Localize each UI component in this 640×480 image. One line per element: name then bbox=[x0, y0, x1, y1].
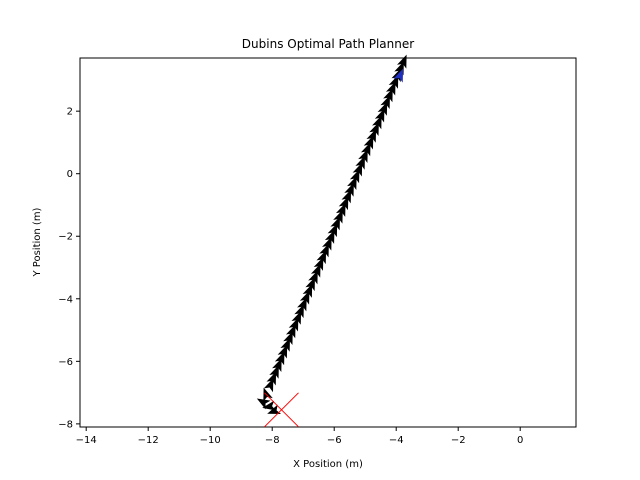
y-tick-label: −4 bbox=[58, 294, 73, 305]
path-arrow bbox=[344, 182, 354, 197]
path-arrow bbox=[266, 371, 277, 386]
y-tick-label: −2 bbox=[58, 232, 73, 243]
path-arrow bbox=[319, 243, 329, 258]
path-arrow bbox=[322, 236, 332, 251]
path-arrow bbox=[280, 337, 290, 352]
path-arrow bbox=[385, 81, 396, 96]
path-arrow bbox=[277, 344, 288, 359]
path-arrow bbox=[302, 283, 313, 298]
path-arrow bbox=[372, 115, 382, 130]
y-axis-ticks: −8 −6 −4 −2 0 2 bbox=[58, 107, 80, 430]
path-arrow bbox=[308, 270, 318, 285]
x-tick-label: −6 bbox=[327, 435, 342, 446]
path-marks bbox=[256, 54, 407, 428]
path-arrow bbox=[333, 209, 343, 224]
x-tick-label: −4 bbox=[389, 435, 404, 446]
path-arrow bbox=[391, 68, 402, 83]
path-arrow bbox=[397, 54, 407, 69]
x-tick-label: −10 bbox=[200, 435, 221, 446]
path-arrow bbox=[310, 263, 321, 278]
path-arrow bbox=[347, 176, 357, 190]
path-arrow bbox=[335, 202, 346, 217]
chart-title: Dubins Optimal Path Planner bbox=[242, 37, 414, 51]
path-arrow bbox=[267, 404, 282, 415]
path-arrow bbox=[324, 229, 335, 244]
x-axis-ticks: −14 −12 −10 −8 −6 −4 −2 0 bbox=[76, 427, 523, 446]
path-arrow bbox=[369, 122, 379, 137]
path-arrow bbox=[263, 387, 273, 402]
path-arrow bbox=[297, 297, 307, 312]
path-arrow bbox=[341, 189, 352, 204]
path-arrow bbox=[358, 149, 368, 163]
path-arrow bbox=[263, 378, 274, 393]
path-arrow bbox=[272, 358, 282, 373]
path-arrow bbox=[330, 216, 340, 231]
path-arrow bbox=[338, 196, 349, 211]
path-arrow bbox=[291, 310, 302, 325]
path-arrow bbox=[313, 256, 324, 271]
path-arrow bbox=[377, 101, 388, 116]
path-arrow bbox=[256, 398, 271, 410]
path-arrow bbox=[283, 331, 293, 346]
x-tick-label: 0 bbox=[517, 435, 523, 446]
goal-marker bbox=[264, 392, 299, 428]
x-axis-label: X Position (m) bbox=[293, 459, 363, 470]
path-arrow bbox=[305, 277, 315, 292]
path-arrow bbox=[316, 250, 327, 265]
y-tick-label: −8 bbox=[58, 419, 73, 430]
path-arrow bbox=[380, 95, 390, 110]
path-arrow bbox=[285, 324, 296, 339]
x-tick-label: −14 bbox=[76, 435, 97, 446]
path-arrow bbox=[262, 400, 276, 411]
x-tick-label: −8 bbox=[265, 435, 280, 446]
x-tick-label: −12 bbox=[138, 435, 159, 446]
path-arrow bbox=[363, 135, 374, 150]
y-tick-label: −6 bbox=[58, 357, 73, 368]
start-marker bbox=[393, 68, 404, 83]
path-arrow bbox=[288, 317, 299, 332]
path-arrow bbox=[299, 290, 310, 305]
y-tick-label: 0 bbox=[67, 169, 73, 180]
path-arrow bbox=[360, 142, 371, 157]
path-arrow bbox=[274, 351, 285, 366]
path-arrow bbox=[366, 128, 377, 143]
path-arrow bbox=[269, 364, 279, 379]
path-arrow bbox=[374, 108, 385, 123]
path-arrow bbox=[383, 88, 393, 103]
path-arrow bbox=[349, 169, 360, 184]
path-arrow bbox=[294, 304, 304, 319]
y-axis-label: Y Position (m) bbox=[32, 207, 43, 277]
path-arrow bbox=[352, 162, 363, 177]
path-arrow bbox=[327, 223, 338, 238]
y-tick-label: 2 bbox=[67, 107, 73, 118]
path-arrow bbox=[355, 155, 365, 170]
x-tick-label: −2 bbox=[451, 435, 466, 446]
